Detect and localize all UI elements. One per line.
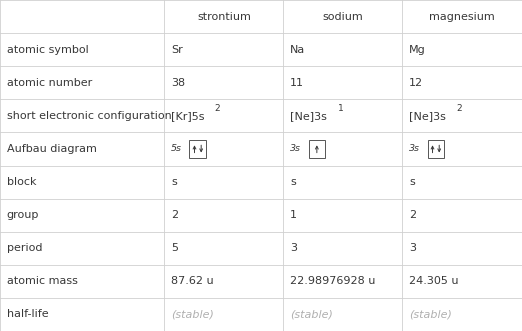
Text: (stable): (stable) [409, 309, 452, 319]
Text: 2: 2 [409, 210, 417, 220]
Text: s: s [290, 177, 296, 187]
Text: 2: 2 [171, 210, 179, 220]
Text: Na: Na [290, 45, 305, 55]
Text: 2: 2 [457, 104, 462, 113]
Text: block: block [7, 177, 37, 187]
Text: (stable): (stable) [171, 309, 214, 319]
Text: Sr: Sr [171, 45, 183, 55]
Text: (stable): (stable) [290, 309, 333, 319]
Text: 3s: 3s [290, 144, 301, 154]
Text: 24.305 u: 24.305 u [409, 276, 459, 286]
Text: 3: 3 [409, 243, 416, 253]
Text: strontium: strontium [197, 12, 251, 22]
Text: s: s [171, 177, 177, 187]
Bar [428, 140, 444, 158]
Bar [189, 140, 206, 158]
Text: 87.62 u: 87.62 u [171, 276, 214, 286]
Text: period: period [7, 243, 42, 253]
Text: Aufbau diagram: Aufbau diagram [7, 144, 97, 154]
Text: group: group [7, 210, 39, 220]
Text: [Ne]3s: [Ne]3s [409, 111, 446, 121]
Text: 3s: 3s [409, 144, 420, 154]
Text: magnesium: magnesium [430, 12, 495, 22]
Bar [309, 140, 325, 158]
Text: Mg: Mg [409, 45, 426, 55]
Text: [Kr]5s: [Kr]5s [171, 111, 205, 121]
Text: 3: 3 [290, 243, 297, 253]
Text: atomic mass: atomic mass [7, 276, 78, 286]
Text: 12: 12 [409, 78, 423, 88]
Text: 2: 2 [215, 104, 220, 113]
Text: 22.98976928 u: 22.98976928 u [290, 276, 376, 286]
Text: 5s: 5s [171, 144, 182, 154]
Text: atomic symbol: atomic symbol [7, 45, 89, 55]
Text: 1: 1 [338, 104, 343, 113]
Text: half-life: half-life [7, 309, 49, 319]
Text: 38: 38 [171, 78, 185, 88]
Text: 11: 11 [290, 78, 304, 88]
Text: short electronic configuration: short electronic configuration [7, 111, 172, 121]
Text: s: s [409, 177, 415, 187]
Text: sodium: sodium [323, 12, 363, 22]
Text: 5: 5 [171, 243, 178, 253]
Text: [Ne]3s: [Ne]3s [290, 111, 327, 121]
Text: 1: 1 [290, 210, 297, 220]
Text: atomic number: atomic number [7, 78, 92, 88]
